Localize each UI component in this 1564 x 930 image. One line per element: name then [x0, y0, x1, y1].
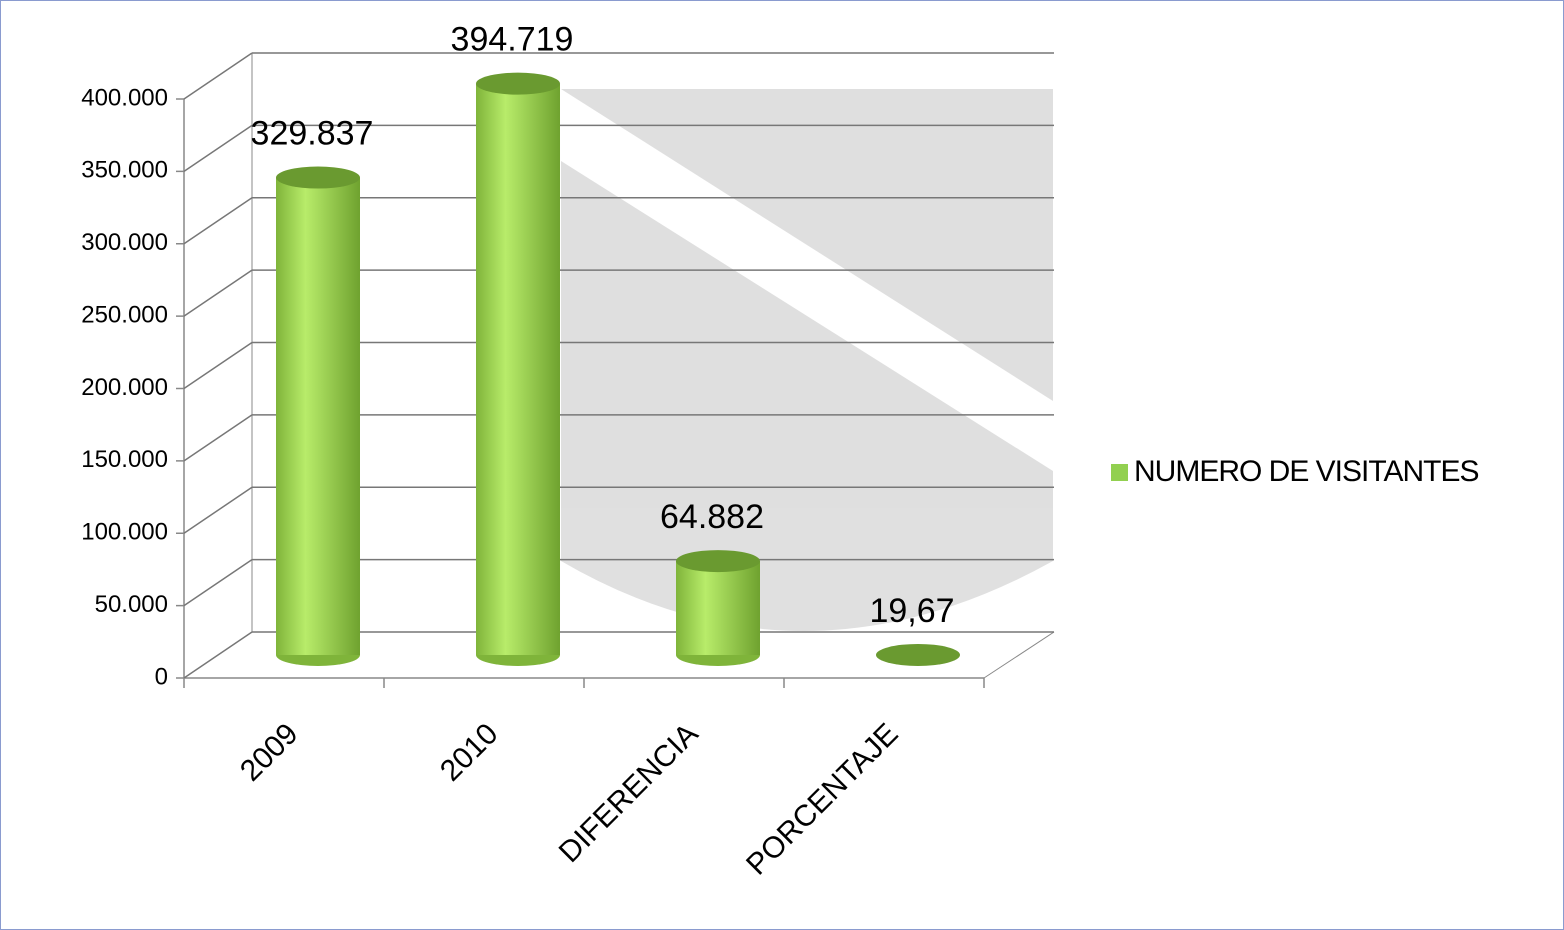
- bar-body: [676, 561, 760, 655]
- bar-top: [276, 167, 360, 189]
- y-tick-label: 250.000: [81, 301, 168, 328]
- value-label: 329.837: [251, 115, 374, 153]
- grid-line: [184, 270, 252, 316]
- bar-top: [476, 73, 560, 95]
- bar-top: [876, 644, 960, 666]
- y-tick-label: 100.000: [81, 519, 168, 546]
- chart: 0 50.000 100.000 150.000 200.000 250.000 300.0…: [1, 1, 1563, 929]
- watermark: [561, 89, 1053, 631]
- bar: [276, 167, 360, 666]
- grid-line: [184, 632, 252, 678]
- value-label: 64.882: [660, 498, 764, 536]
- y-tick-label: 400.000: [81, 84, 168, 111]
- grid-line: [184, 560, 252, 606]
- x-tick-label: 2010: [434, 717, 505, 788]
- grid-line: [184, 415, 252, 461]
- bar-body: [276, 178, 360, 655]
- legend-swatch: [1111, 464, 1128, 481]
- y-tick-label: 0: [155, 663, 168, 690]
- grid-line: [184, 125, 252, 171]
- grid-line: [184, 53, 252, 99]
- value-label: 19,67: [869, 592, 954, 630]
- chart-frame: 0 50.000 100.000 150.000 200.000 250.000 300.0…: [0, 0, 1564, 930]
- y-tick-label: 200.000: [81, 374, 168, 401]
- grid-line: [184, 487, 252, 533]
- y-tick-label: 150.000: [81, 446, 168, 473]
- y-tick-label: 350.000: [81, 157, 168, 184]
- bar: [876, 644, 960, 666]
- x-tick-label: 2009: [234, 717, 305, 788]
- x-tick-label: PORCENTAJE: [740, 717, 904, 881]
- bar-body: [476, 84, 560, 655]
- floor-right-edge: [984, 632, 1054, 678]
- bar: [476, 73, 560, 666]
- bar-top: [676, 550, 760, 572]
- value-label: 394.719: [451, 21, 574, 59]
- y-tick-label: 300.000: [81, 229, 168, 256]
- grid-line: [184, 198, 252, 244]
- grid-line: [184, 343, 252, 389]
- legend-label: NUMERO DE VISITANTES: [1134, 455, 1478, 488]
- bar: [676, 550, 760, 666]
- x-tick-label: DIFERENCIA: [553, 717, 705, 869]
- y-tick-label: 50.000: [95, 591, 168, 618]
